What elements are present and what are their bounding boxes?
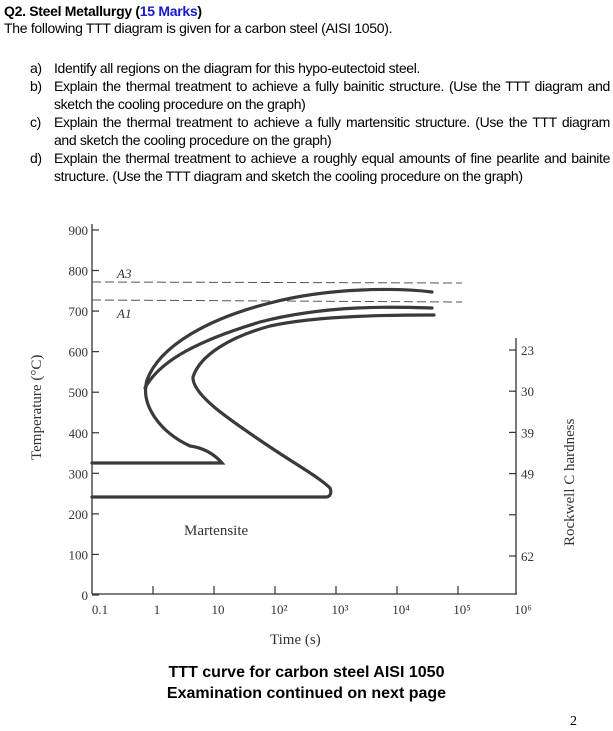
y-tick-label: 700: [69, 304, 89, 319]
hardness-tick-label: 30: [521, 384, 534, 399]
y-tick-label: 800: [69, 264, 89, 279]
hardness-tick-label: 62: [521, 549, 534, 564]
transformation-start-curve: [90, 287, 434, 465]
page-number: 2: [570, 714, 577, 729]
x-tick-label: 10⁴: [392, 602, 410, 617]
question-item: c) Explain the thermal treatment to achie…: [30, 114, 610, 148]
y-tick-label: 100: [69, 547, 89, 562]
figure-caption: TTT curve for carbon steel AISI 1050: [168, 664, 445, 681]
y-tick-label: 300: [69, 466, 89, 481]
a3-line: [91, 281, 463, 284]
a1-label: A1: [116, 306, 131, 321]
y-axis-label: Temperature (°C): [29, 355, 45, 460]
y-tick-label: 600: [69, 345, 89, 360]
transformation-50-curve: [143, 305, 434, 390]
x-tick-label: 10³: [332, 602, 349, 617]
x-tick-label: 10⁵: [453, 602, 471, 617]
x-tick-label: 0.1: [92, 602, 108, 617]
question-intro: The following TTT diagram is given for a…: [4, 20, 393, 36]
x-axis-label: Time (s): [270, 632, 321, 648]
a3-label: A3: [116, 266, 132, 281]
y-tick-label: 500: [69, 385, 89, 400]
question-list: a) Identify all regions on the diagram fo…: [30, 59, 610, 185]
question-item: d) Explain the thermal treatment to achie…: [30, 150, 610, 184]
y-tick-label: 200: [69, 507, 89, 522]
y-tick-label: 400: [69, 426, 89, 441]
y-tick-label: 0: [82, 588, 89, 603]
hardness-axis-label: Rockwell C hardness: [562, 418, 578, 546]
question-item: a) Identify all regions on the diagram fo…: [30, 60, 421, 76]
marks: 15 Marks: [139, 3, 198, 19]
hardness-tick-label: 49: [521, 467, 534, 482]
x-tick-label: 1: [154, 602, 161, 617]
martensite-label: Martensite: [184, 523, 248, 539]
question-item: b) Explain the thermal treatment to achie…: [30, 78, 610, 112]
hardness-tick-label: 39: [521, 425, 534, 440]
x-tick-label: 10⁶: [514, 602, 532, 617]
x-tick-label: 10²: [271, 602, 288, 617]
continued-note: Examination continued on next page: [166, 685, 447, 702]
question-title: Q2. Steel Metallurgy (15 Marks): [4, 3, 202, 19]
transformation-finish-curve: [90, 313, 436, 499]
y-tick-label: 900: [69, 223, 89, 238]
x-tick-label: 10: [212, 602, 225, 617]
hardness-tick-label: 23: [521, 343, 534, 358]
